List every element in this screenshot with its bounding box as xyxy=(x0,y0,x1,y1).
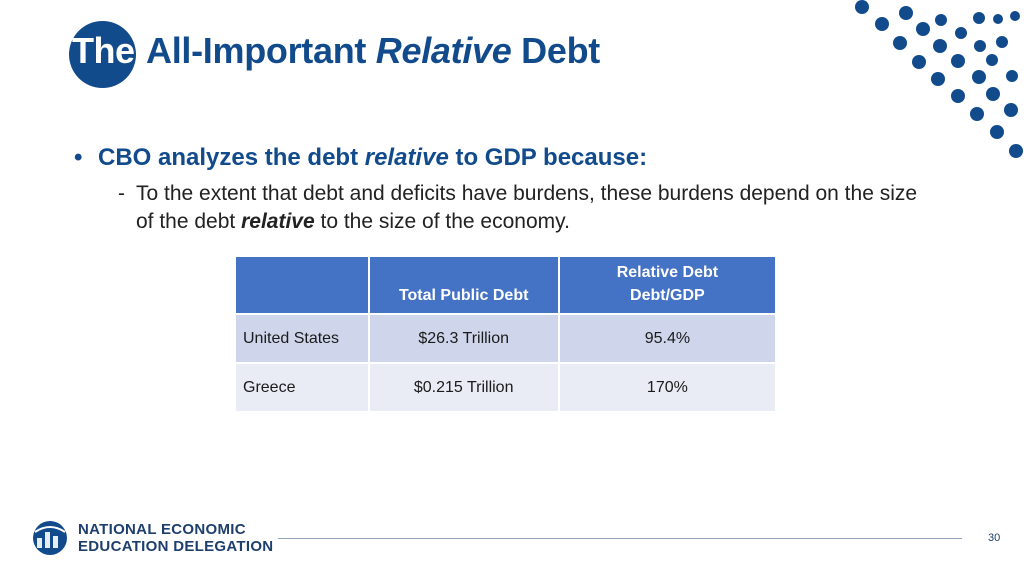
title-part1: All-Important xyxy=(146,30,376,71)
title-part2: Debt xyxy=(511,30,600,71)
title-emphasis: Relative xyxy=(375,30,512,71)
page-number: 30 xyxy=(988,532,1001,544)
cell-relative-debt: 170% xyxy=(557,362,778,413)
main-bullet-emphasis: relative xyxy=(364,144,449,171)
sub-bullet-part1: To the extent that debt and deficits hav… xyxy=(136,182,918,233)
sub-bullet: - To the extent that debt and deficits h… xyxy=(118,180,938,236)
header-country xyxy=(234,255,370,315)
table-header-row: Total Public Debt Relative Debt Debt/GDP xyxy=(234,255,778,315)
cell-total-debt: $0.215 Trillion xyxy=(367,362,560,413)
org-name: NATIONAL ECONOMIC EDUCATION DELEGATION xyxy=(78,521,273,555)
org-line1: NATIONAL ECONOMIC xyxy=(78,521,246,538)
main-bullet-part1: CBO analyzes the debt xyxy=(98,144,365,171)
cell-total-debt: $26.3 Trillion xyxy=(367,313,560,364)
title-circle xyxy=(69,21,136,88)
header-relative-line1: Relative Debt xyxy=(616,264,719,281)
globe-logo-icon xyxy=(33,521,67,555)
sub-bullet-text: To the extent that debt and deficits hav… xyxy=(118,180,938,236)
table-row: United States $26.3 Trillion 95.4% xyxy=(234,313,778,364)
sub-bullet-part2: to the size of the economy. xyxy=(314,210,570,233)
main-bullet: • CBO analyzes the debt relative to GDP b… xyxy=(74,144,647,172)
cell-country: Greece xyxy=(234,362,370,413)
cell-country: United States xyxy=(234,313,370,364)
dot-pattern-decoration xyxy=(855,0,1023,158)
debt-table: Total Public Debt Relative Debt Debt/GDP … xyxy=(234,255,778,413)
header-relative-line2: Debt/GDP xyxy=(630,287,705,304)
cell-relative-debt: 95.4% xyxy=(557,313,778,364)
header-total-debt: Total Public Debt xyxy=(367,255,560,315)
header-relative-debt: Relative Debt Debt/GDP xyxy=(557,255,778,315)
table-row: Greece $0.215 Trillion 170% xyxy=(234,362,778,413)
page-title: All-Important Relative Debt xyxy=(146,30,600,72)
sub-bullet-emphasis: relative xyxy=(241,210,315,233)
sub-bullet-dash: - xyxy=(118,182,125,205)
main-bullet-part2: to GDP because: xyxy=(448,144,648,171)
title-prefix: The xyxy=(72,30,135,71)
footer-divider xyxy=(278,538,962,539)
bullet-marker: • xyxy=(74,144,83,171)
org-line2: EDUCATION DELEGATION xyxy=(78,538,274,555)
